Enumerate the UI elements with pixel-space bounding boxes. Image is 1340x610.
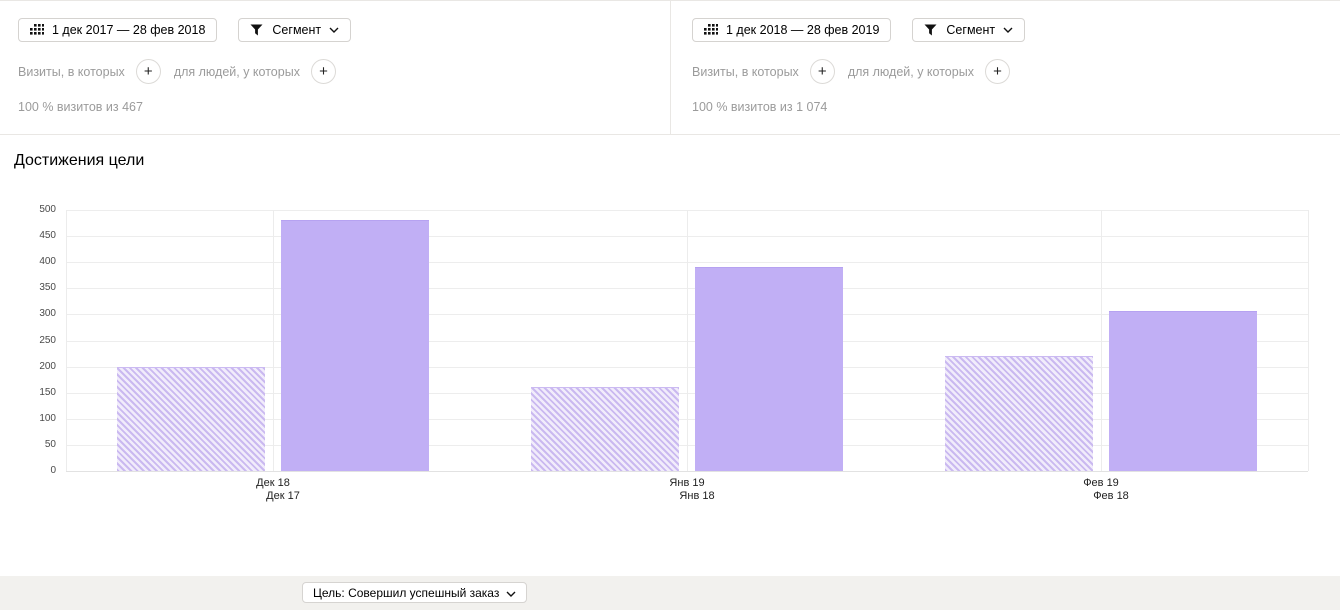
- plus-icon: +: [993, 63, 1002, 80]
- y-tick-label: 150: [39, 386, 56, 398]
- gridline: [687, 210, 688, 471]
- gridline: [273, 210, 274, 471]
- x-tick-label-current: Фев 19: [1083, 477, 1119, 489]
- sampling-info-b: 100 % визитов из 1 074: [692, 100, 828, 114]
- goal-selector-label: Цель: Совершил успешный заказ: [313, 585, 500, 600]
- funnel-icon: [250, 24, 264, 36]
- bar-current-period[interactable]: [695, 267, 843, 471]
- date-range-label: 1 дек 2017 — 28 фев 2018: [52, 23, 206, 37]
- calendar-icon: [30, 24, 44, 36]
- segment-button-a[interactable]: Сегмент: [238, 18, 352, 42]
- comparison-header: 1 дек 2017 — 28 фев 2018 Сегмент Визиты,…: [0, 0, 1340, 135]
- date-range-button-a[interactable]: 1 дек 2017 — 28 фев 2018: [18, 18, 218, 42]
- visits-filter-label: Визиты, в которых: [692, 64, 799, 79]
- gridline: [1101, 210, 1102, 471]
- x-tick-label-current: Дек 18: [256, 477, 290, 489]
- period-panel-b: 1 дек 2018 — 28 фев 2019 Сегмент Визиты,…: [670, 1, 1340, 134]
- date-range-label: 1 дек 2018 — 28 фев 2019: [726, 23, 880, 37]
- plus-icon: +: [319, 63, 328, 80]
- plus-icon: +: [143, 63, 153, 80]
- plus-icon: +: [817, 63, 827, 80]
- bar-current-period[interactable]: [281, 220, 429, 471]
- funnel-icon: [924, 24, 938, 36]
- y-tick-label: 500: [39, 204, 56, 215]
- segment-label: Сегмент: [946, 23, 996, 37]
- date-range-button-b[interactable]: 1 дек 2018 — 28 фев 2019: [692, 18, 892, 42]
- y-tick-label: 300: [39, 308, 56, 320]
- bar-previous-period[interactable]: [945, 356, 1093, 471]
- y-tick-label: 50: [44, 438, 56, 450]
- add-visit-condition-button-b[interactable]: +: [809, 59, 835, 84]
- plot-border: [66, 210, 67, 471]
- add-visit-condition-button-a[interactable]: +: [135, 59, 161, 84]
- bar-previous-period[interactable]: [117, 366, 265, 471]
- segment-button-b[interactable]: Сегмент: [912, 18, 1026, 42]
- people-filter-label: для людей, у которых: [847, 64, 974, 79]
- y-tick-label: 350: [39, 282, 56, 294]
- gridline: [66, 471, 1308, 472]
- y-tick-label: 200: [39, 360, 56, 372]
- segment-label: Сегмент: [272, 23, 322, 37]
- bar-previous-period[interactable]: [531, 387, 679, 471]
- bar-current-period[interactable]: [1109, 310, 1257, 471]
- add-people-condition-button-a[interactable]: +: [310, 59, 336, 84]
- x-tick-label-previous: Дек 17: [266, 490, 300, 502]
- x-tick-label-previous: Янв 18: [679, 490, 715, 502]
- visits-filter-label: Визиты, в которых: [18, 64, 125, 79]
- chevron-down-icon: [329, 27, 339, 33]
- y-tick-label: 250: [39, 334, 56, 346]
- goal-selector-button[interactable]: Цель: Совершил успешный заказ: [302, 582, 528, 603]
- period-panel-a: 1 дек 2017 — 28 фев 2018 Сегмент Визиты,…: [0, 1, 670, 134]
- people-filter-label: для людей, у которых: [173, 64, 300, 79]
- chart-title: Достижения цели: [14, 152, 145, 169]
- footer-bar: Цель: Совершил успешный заказ: [0, 576, 1340, 610]
- chevron-down-icon: [506, 586, 516, 600]
- calendar-icon: [704, 24, 718, 36]
- y-tick-label: 100: [39, 412, 56, 424]
- chevron-down-icon: [1003, 27, 1013, 33]
- sampling-info-a: 100 % визитов из 467: [18, 100, 143, 114]
- plot-border: [1308, 210, 1309, 471]
- x-tick-label-previous: Фев 18: [1093, 490, 1129, 502]
- y-tick-label: 0: [50, 465, 56, 476]
- x-tick-label-current: Янв 19: [669, 477, 705, 489]
- add-people-condition-button-b[interactable]: +: [984, 59, 1010, 84]
- y-tick-label: 400: [39, 256, 56, 268]
- y-tick-label: 450: [39, 230, 56, 242]
